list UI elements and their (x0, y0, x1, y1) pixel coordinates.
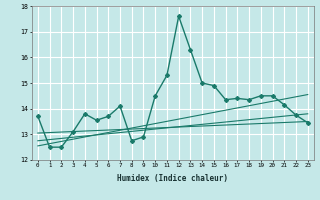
X-axis label: Humidex (Indice chaleur): Humidex (Indice chaleur) (117, 174, 228, 183)
